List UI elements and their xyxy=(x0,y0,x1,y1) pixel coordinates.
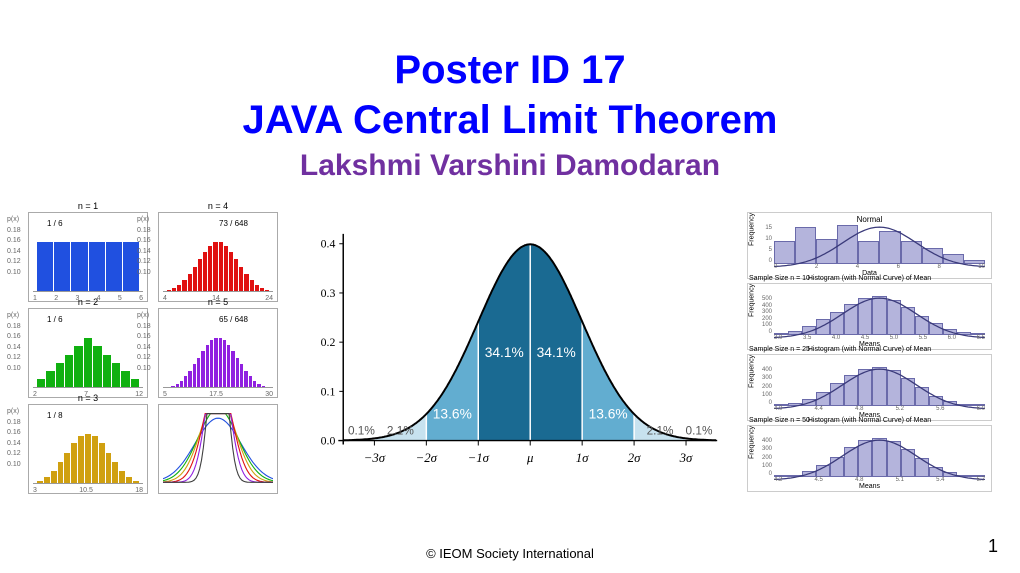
normal-curve-svg: −3σ −2σ −1σ μ 1σ 2σ 3σ 0.0 0.1 0.2 0.3 0.4 0.1% 2.1% 1… xyxy=(296,222,729,482)
svg-text:−3σ: −3σ xyxy=(364,451,386,465)
svg-text:0.4: 0.4 xyxy=(321,237,336,251)
svg-text:0.0: 0.0 xyxy=(321,434,336,448)
figure-row: n = 11 / 6p(x)0.180.160.140.120.10123456… xyxy=(0,202,1020,494)
svg-text:2.1%: 2.1% xyxy=(387,424,414,438)
mini-plot-n1: n = 11 / 6p(x)0.180.160.140.120.10123456 xyxy=(28,212,148,302)
right-plot-1: FrequencyMeans3.03.54.04.55.05.56.06.550… xyxy=(747,283,992,350)
svg-text:0.3: 0.3 xyxy=(321,286,336,300)
poster-id-title: Poster ID 17 xyxy=(0,45,1020,95)
page-number: 1 xyxy=(988,536,998,557)
footer-copyright: © IEOM Society International xyxy=(0,546,1020,561)
mini-plot-n2: n = 21 / 6p(x)0.180.160.140.120.102712 xyxy=(28,308,148,398)
svg-text:34.1%: 34.1% xyxy=(537,345,576,360)
title-block: Poster ID 17 JAVA Central Limit Theorem … xyxy=(0,0,1020,202)
mini-plot-n5: n = 565 / 648p(x)0.180.160.140.120.10517… xyxy=(158,308,278,398)
svg-text:−2σ: −2σ xyxy=(416,451,438,465)
center-normal-distribution: −3σ −2σ −1σ μ 1σ 2σ 3σ 0.0 0.1 0.2 0.3 0.4 0.1% 2.1% 1… xyxy=(296,222,729,482)
svg-text:−1σ: −1σ xyxy=(468,451,490,465)
svg-text:2σ: 2σ xyxy=(628,451,641,465)
svg-text:0.1%: 0.1% xyxy=(348,424,375,438)
right-plot-0: NormalFrequencyData0246810151050 xyxy=(747,212,992,279)
mini-plot-n4: n = 473 / 648p(x)0.180.160.140.120.10414… xyxy=(158,212,278,302)
svg-text:0.1: 0.1 xyxy=(321,384,336,398)
svg-text:3σ: 3σ xyxy=(679,451,693,465)
svg-text:1σ: 1σ xyxy=(576,451,589,465)
svg-text:0.1%: 0.1% xyxy=(686,424,713,438)
mini-plot-n3: n = 31 / 8p(x)0.180.160.140.120.10310.51… xyxy=(28,404,148,494)
poster-main-title: JAVA Central Limit Theorem xyxy=(0,95,1020,145)
svg-text:2.1%: 2.1% xyxy=(647,424,674,438)
svg-text:0.2: 0.2 xyxy=(321,335,336,349)
right-plot-2: FrequencyMeans4.04.44.85.25.66.040030020… xyxy=(747,354,992,421)
svg-text:13.6%: 13.6% xyxy=(433,406,472,421)
right-histogram-stack: NormalFrequencyData0246810151050Sample S… xyxy=(747,212,992,492)
right-plot-3: FrequencyMeans4.24.54.85.15.45.740030020… xyxy=(747,425,992,492)
mini-plot-overlay xyxy=(158,404,278,494)
left-histogram-grid: n = 11 / 6p(x)0.180.160.140.120.10123456… xyxy=(28,212,278,494)
author-name: Lakshmi Varshini Damodaran xyxy=(0,145,1020,187)
svg-text:μ: μ xyxy=(526,451,533,465)
svg-text:34.1%: 34.1% xyxy=(485,345,524,360)
svg-text:13.6%: 13.6% xyxy=(589,406,628,421)
